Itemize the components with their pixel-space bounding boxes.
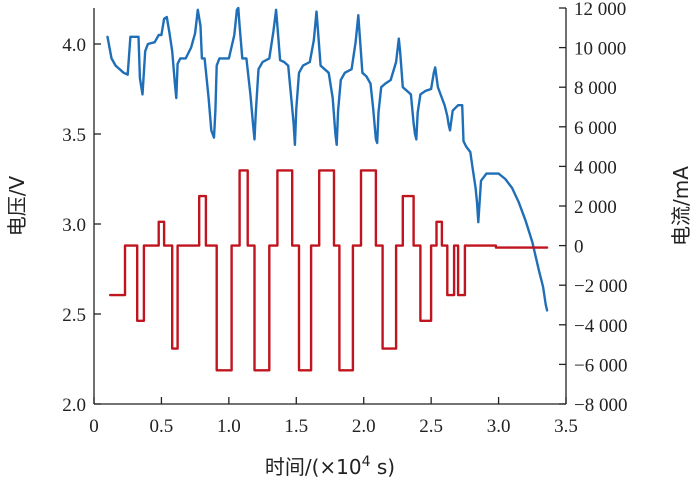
- axes: [93, 7, 567, 405]
- y-right-tick-label: 12 000: [574, 0, 626, 20]
- labels: 0 0.5 1.0 1.5 2.0 2.5 3.0 3.5 2.0 2.5 3.0 3.5 4.0 −8 …: [5, 0, 693, 479]
- y-left-axis-title: 电压/V: [5, 175, 29, 236]
- x-tick-label: 3.5: [554, 416, 578, 437]
- y-right-tick-label: 10 000: [574, 39, 626, 60]
- y-right-tick-label: 4 000: [574, 157, 617, 178]
- x-tick-label: 0.5: [150, 416, 174, 437]
- y-right-axis-title: 电流/mA: [669, 166, 693, 246]
- series-group: [106, 6, 549, 372]
- x-tick-label: 0: [89, 416, 99, 437]
- y-left-tick-label: 2.0: [62, 395, 86, 416]
- y-right-tick-label: 6 000: [574, 118, 617, 139]
- y-left-tick-label: 4.0: [62, 35, 86, 56]
- y-right-tick-label: −4 000: [574, 316, 627, 337]
- y-right-tick-label: −2 000: [574, 276, 627, 297]
- y-left-tick-label: 3.5: [62, 125, 86, 146]
- current-series-line: [109, 169, 549, 372]
- y-right-tick-label: 8 000: [574, 78, 617, 99]
- x-axis-title-end: s): [371, 455, 396, 479]
- x-axis-title: 时间/(×104 s): [265, 454, 395, 479]
- x-axis-title-sup: 4: [362, 454, 371, 470]
- x-axis-title-main: 时间/(×10: [265, 455, 362, 479]
- y-right-tick-label: −6 000: [574, 355, 627, 376]
- y-right-tick-label: 0: [574, 237, 584, 258]
- y-right-tick-label: −8 000: [574, 395, 627, 416]
- y-right-tick-label: 2 000: [574, 197, 617, 218]
- x-tick-label: 2.5: [419, 416, 443, 437]
- y-left-tick-label: 2.5: [62, 305, 86, 326]
- x-tick-label: 1.5: [284, 416, 308, 437]
- x-tick-label: 2.0: [352, 416, 376, 437]
- x-tick-label: 3.0: [487, 416, 511, 437]
- voltage-series-line: [106, 6, 549, 312]
- y-left-tick-label: 3.0: [62, 215, 86, 236]
- x-tick-label: 1.0: [217, 416, 241, 437]
